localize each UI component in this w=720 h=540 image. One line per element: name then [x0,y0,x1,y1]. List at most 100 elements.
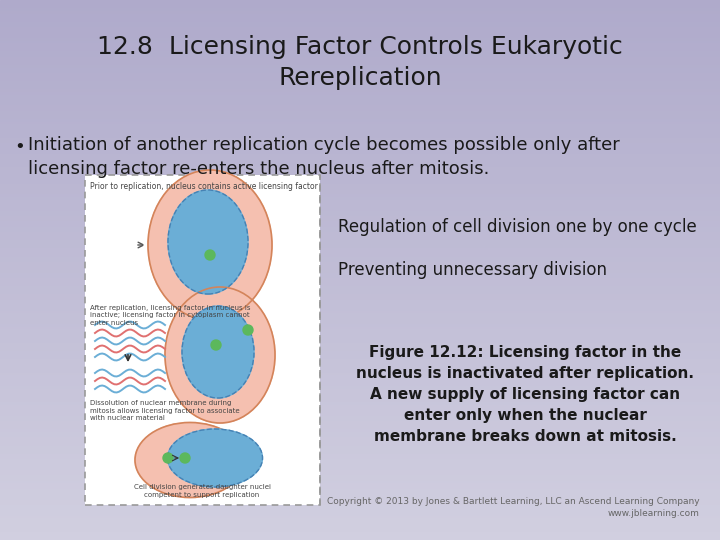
Circle shape [211,340,221,350]
Circle shape [243,325,253,335]
Bar [0,400,720,402]
Bar [0,510,720,513]
Bar [0,329,720,332]
Bar [0,16,720,19]
Bar [0,418,720,421]
Bar [0,132,720,135]
Bar [0,521,720,524]
Bar [0,211,720,213]
Bar [0,94,720,97]
Bar [0,348,720,351]
Bar [0,230,720,232]
Bar [0,224,720,227]
Bar [0,24,720,27]
Bar [0,424,720,427]
Bar [0,362,720,364]
Bar [0,338,720,340]
Bar [0,130,720,132]
Bar [0,243,720,246]
Bar [0,92,720,94]
Bar [0,437,720,440]
Bar [0,73,720,76]
Text: Initiation of another replication cycle becomes possible only after
licensing fa: Initiation of another replication cycle … [28,136,620,178]
Circle shape [163,453,173,463]
Bar [0,235,720,238]
Bar [0,308,720,310]
Bar [0,516,720,518]
Bar [0,0,720,3]
Bar [0,443,720,445]
Bar [0,448,720,451]
Bar [0,389,720,392]
Bar [0,373,720,375]
Bar [0,402,720,405]
Bar [0,81,720,84]
Bar [85,175,320,505]
Bar [0,413,720,416]
Bar [0,19,720,22]
Bar [0,378,720,381]
Bar [0,170,720,173]
Bar [0,200,720,202]
Bar [0,189,720,192]
Bar [0,462,720,464]
Bar [0,535,720,537]
Text: •: • [14,138,24,156]
Bar [0,346,720,348]
Text: Cell division generates daughter nuclei
competent to support replication: Cell division generates daughter nuclei … [133,484,271,498]
Ellipse shape [135,422,245,497]
Bar [0,370,720,373]
Bar [0,208,720,211]
Bar [0,292,720,294]
Bar [0,421,720,424]
Text: Dissolution of nuclear membrane during
mitosis allows licensing factor to associ: Dissolution of nuclear membrane during m… [90,400,240,421]
Bar [0,254,720,256]
Bar [0,49,720,51]
Bar [0,284,720,286]
Bar [0,259,720,262]
Text: After replication, licensing factor in nucleus is
inactive; licensing factor in : After replication, licensing factor in n… [90,305,251,326]
Bar [0,494,720,497]
Bar [0,427,720,429]
Bar [0,408,720,410]
Bar [0,154,720,157]
Bar [0,481,720,483]
Bar [0,186,720,189]
Text: Figure 12.12: Licensing factor in the
nucleus is inactivated after replication.
: Figure 12.12: Licensing factor in the nu… [356,345,694,444]
Bar [0,405,720,408]
Bar [0,76,720,78]
Bar [0,159,720,162]
Bar [0,327,720,329]
Bar [0,140,720,143]
Bar [0,505,720,508]
Bar [0,278,720,281]
Circle shape [180,453,190,463]
Bar [0,162,720,165]
Bar [0,54,720,57]
Bar [0,238,720,240]
Bar [0,111,720,113]
Bar [0,51,720,54]
Bar [0,502,720,505]
Bar [0,289,720,292]
Bar [0,157,720,159]
Bar [0,35,720,38]
Ellipse shape [165,287,275,423]
Bar [0,297,720,300]
Bar [0,146,720,148]
Bar [0,246,720,248]
Bar [0,22,720,24]
Bar [0,394,720,397]
Bar [0,486,720,489]
Bar [0,302,720,305]
Bar [0,489,720,491]
Bar [0,294,720,297]
Bar [0,232,720,235]
Bar [0,135,720,138]
Bar [0,192,720,194]
Text: Copyright © 2013 by Jones & Bartlett Learning, LLC an Ascend Learning Company
ww: Copyright © 2013 by Jones & Bartlett Lea… [328,497,700,518]
Bar [0,62,720,65]
Bar [0,340,720,343]
Bar [0,5,720,8]
Bar [0,3,720,5]
